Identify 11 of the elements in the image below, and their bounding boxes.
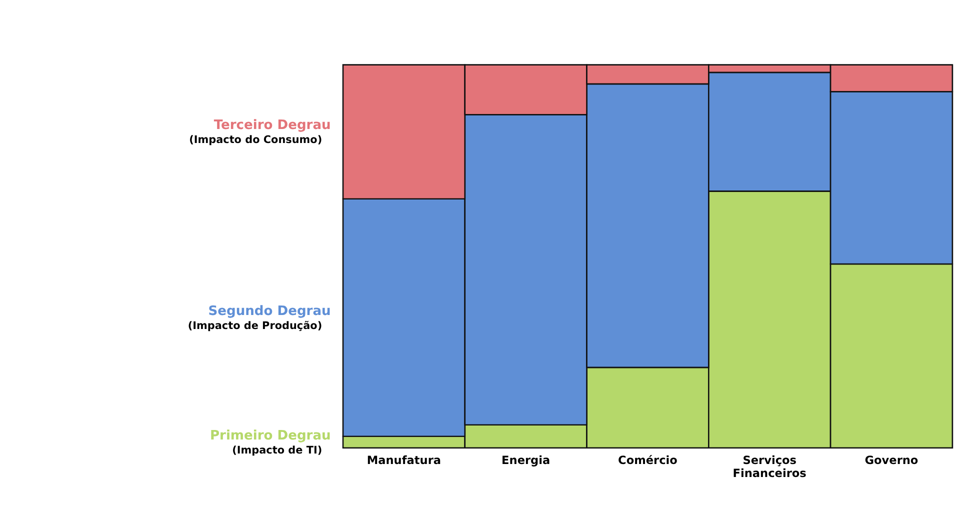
text: (Impacto de TI) bbox=[232, 444, 322, 456]
text: (Impacto do Consumo) bbox=[189, 134, 322, 146]
series-label: Segundo Degrau bbox=[208, 304, 331, 319]
x-tick-label: Serviços Financeiros bbox=[732, 454, 807, 480]
x-tick-label: Comércio bbox=[618, 454, 678, 467]
text: (Impacto de Produção) bbox=[188, 320, 322, 332]
series-label: Terceiro Degrau bbox=[214, 118, 331, 134]
x-tick-label: Energia bbox=[502, 454, 550, 467]
series-label: Primeiro Degrau bbox=[210, 428, 331, 444]
x-tick-label: Manufatura bbox=[366, 454, 442, 467]
x-tick-label: Governo bbox=[864, 454, 918, 467]
